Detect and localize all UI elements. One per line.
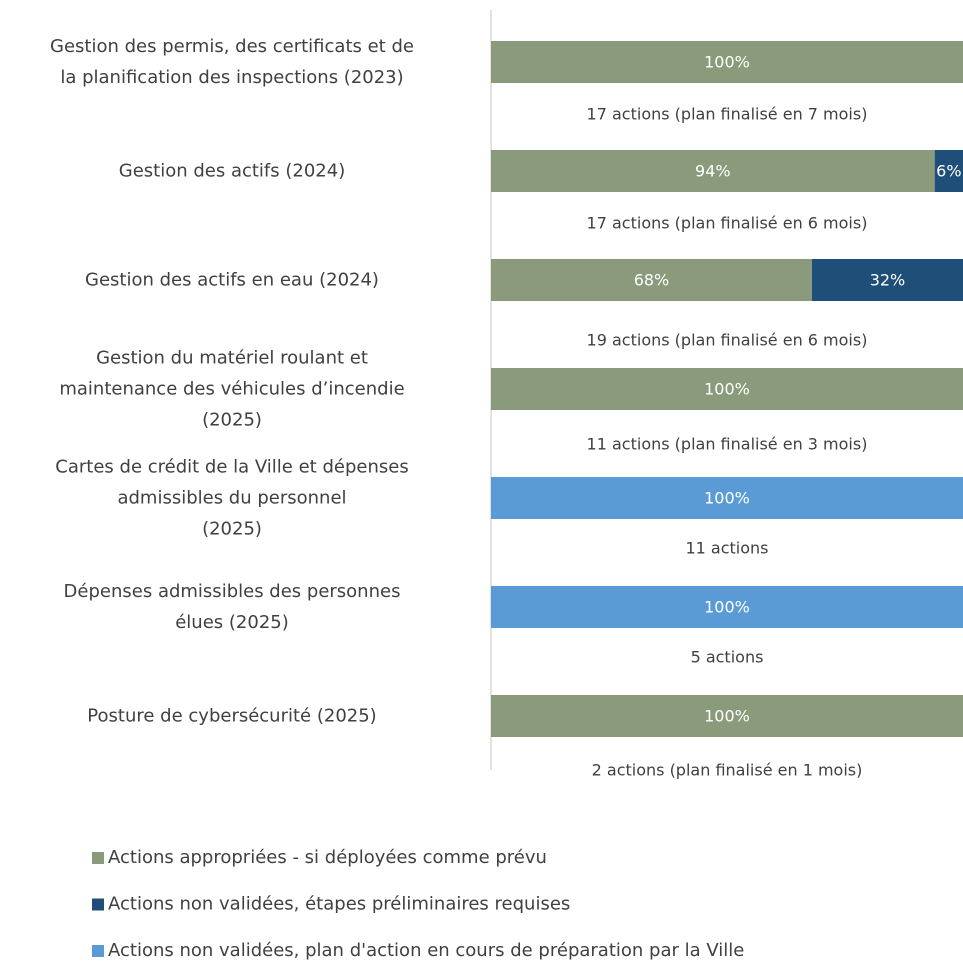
value-label: 32% xyxy=(870,271,906,290)
bar-segment xyxy=(811,259,963,301)
legend-label: Actions non validées, étapes préliminair… xyxy=(108,894,570,915)
value-label: 100% xyxy=(704,380,750,399)
annotation: 5 actions xyxy=(691,648,764,667)
value-label: 100% xyxy=(704,598,750,617)
category-label: Gestion du matériel roulant et maintenan… xyxy=(59,347,405,431)
legend-label: Actions non validées, plan d'action en c… xyxy=(108,940,744,961)
annotation: 2 actions (plan finalisé en 1 mois) xyxy=(592,761,863,780)
value-label: 6% xyxy=(936,162,961,181)
value-label: 100% xyxy=(704,53,750,72)
legend-swatch xyxy=(92,898,104,911)
category-label: Gestion des permis, des certificats et d… xyxy=(50,36,414,88)
legend-swatch xyxy=(92,945,104,957)
bar-segment xyxy=(934,150,963,192)
bar-segment xyxy=(491,586,963,628)
value-label: 68% xyxy=(634,271,670,290)
bar-segment xyxy=(491,41,963,83)
bar-segment xyxy=(491,150,935,192)
category-label: Gestion des actifs (2024) xyxy=(118,160,346,182)
bar-segment xyxy=(491,368,963,410)
annotation: 17 actions (plan finalisé en 7 mois) xyxy=(587,105,868,124)
bar-segment xyxy=(491,259,812,301)
annotation: 17 actions (plan finalisé en 6 mois) xyxy=(587,214,868,233)
bar-segment xyxy=(491,695,963,737)
category-label: Cartes de crédit de la Ville et dépenses… xyxy=(55,456,409,540)
category-label: Dépenses admissibles des personnes élues… xyxy=(63,581,401,633)
annotation: 19 actions (plan finalisé en 6 mois) xyxy=(587,331,868,350)
value-label: 94% xyxy=(695,162,731,181)
value-label: 100% xyxy=(704,707,750,726)
annotation: 11 actions (plan finalisé en 3 mois) xyxy=(587,435,868,454)
legend-label: Actions appropriées - si déployées comme… xyxy=(108,847,547,868)
value-label: 100% xyxy=(704,489,750,508)
category-label: Gestion des actifs en eau (2024) xyxy=(85,269,379,291)
annotation: 11 actions xyxy=(685,539,768,558)
category-label: Posture de cybersécurité (2025) xyxy=(87,705,377,727)
legend-swatch xyxy=(92,852,104,864)
bar-segment xyxy=(491,477,963,519)
